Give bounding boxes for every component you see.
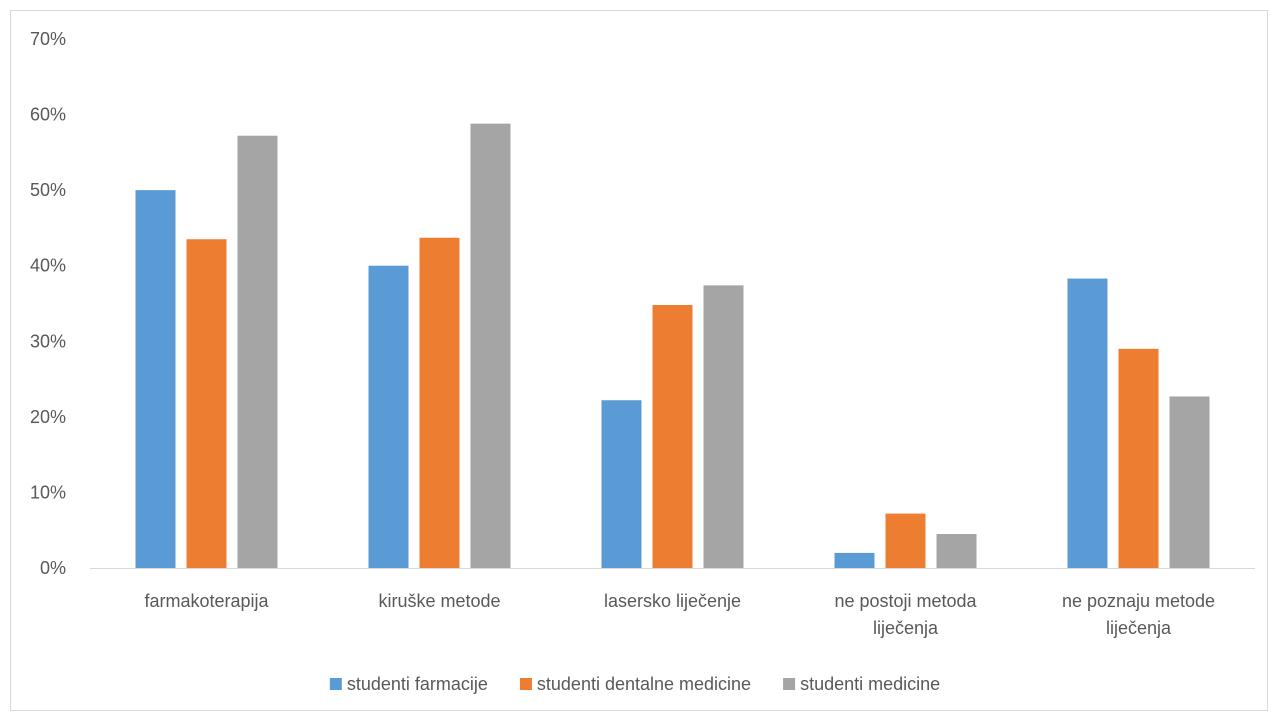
x-tick-label: kiruške metode	[378, 591, 500, 611]
bar	[1118, 348, 1159, 568]
legend-label: studenti farmacije	[347, 674, 488, 694]
y-axis-labels: 0% 10% 20% 30% 40% 50% 60% 70%	[30, 29, 66, 578]
bar	[419, 237, 460, 568]
y-tick-label: 50%	[30, 180, 66, 200]
x-tick-label: liječenja	[1106, 618, 1172, 638]
x-tick-label: farmakoterapija	[144, 591, 269, 611]
bar	[1067, 278, 1108, 568]
bars	[135, 123, 1210, 568]
bar	[135, 190, 176, 568]
legend-label: studenti medicine	[800, 674, 940, 694]
y-tick-label: 30%	[30, 331, 66, 351]
bar	[368, 265, 409, 568]
y-tick-label: 0%	[40, 558, 66, 578]
legend-swatch	[519, 678, 532, 690]
x-tick-label: ne postoji metoda	[834, 591, 977, 611]
legend: studenti farmacije studenti dentalne medi…	[329, 674, 940, 694]
y-tick-label: 10%	[30, 482, 66, 502]
bar	[936, 533, 977, 568]
y-tick-label: 70%	[30, 29, 66, 49]
y-tick-label: 20%	[30, 407, 66, 427]
x-axis-labels: farmakoterapija kiruške metode lasersko li…	[144, 591, 1215, 638]
bar	[834, 552, 875, 568]
legend-label: studenti dentalne medicine	[537, 674, 751, 694]
bar	[885, 513, 926, 568]
bar	[652, 305, 693, 568]
y-tick-label: 60%	[30, 105, 66, 125]
bar	[470, 123, 511, 568]
bar	[237, 135, 278, 568]
x-tick-label: lasersko liječenje	[604, 591, 741, 611]
legend-swatch	[783, 678, 796, 690]
bar	[703, 285, 744, 568]
x-tick-label: liječenja	[873, 618, 939, 638]
legend-swatch	[329, 678, 342, 690]
bar	[186, 239, 227, 568]
bar	[601, 400, 642, 568]
y-tick-label: 40%	[30, 256, 66, 276]
x-tick-label: ne poznaju metode	[1062, 591, 1215, 611]
bar	[1169, 396, 1210, 568]
